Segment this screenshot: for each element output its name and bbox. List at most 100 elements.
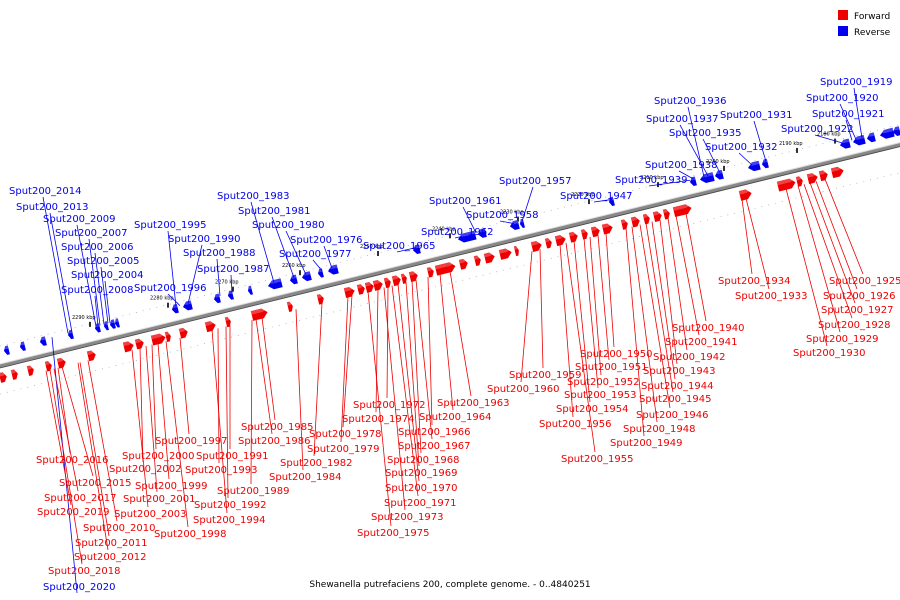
gene-label[interactable]: Sput200_1979 <box>307 444 380 455</box>
gene-label[interactable]: Sput200_1963 <box>437 398 510 409</box>
forward-gene-feature[interactable] <box>818 170 829 182</box>
gene-label[interactable]: Sput200_1992 <box>194 500 267 511</box>
forward-gene-feature[interactable] <box>56 357 67 369</box>
gene-label[interactable]: Sput200_1961 <box>429 196 502 207</box>
gene-label[interactable]: Sput200_2012 <box>74 552 147 563</box>
gene-label[interactable]: Sput200_1991 <box>196 451 269 462</box>
reverse-gene-feature[interactable] <box>267 278 283 290</box>
reverse-gene-feature[interactable] <box>171 303 179 314</box>
reverse-gene-feature[interactable] <box>866 132 876 143</box>
gene-label[interactable]: Sput200_1960 <box>487 384 560 395</box>
forward-gene-feature[interactable] <box>383 277 392 289</box>
forward-gene-feature[interactable] <box>86 350 97 362</box>
gene-label[interactable]: Sput200_1932 <box>705 142 778 153</box>
gene-label[interactable]: Sput200_1943 <box>643 366 716 377</box>
gene-label[interactable]: Sput200_1933 <box>735 291 808 302</box>
forward-gene-feature[interactable] <box>250 307 269 321</box>
reverse-gene-feature[interactable] <box>327 264 339 276</box>
gene-label[interactable]: Sput200_1940 <box>672 323 745 334</box>
forward-gene-feature[interactable] <box>672 203 693 218</box>
forward-gene-feature[interactable] <box>316 293 325 305</box>
forward-gene-feature[interactable] <box>630 216 641 228</box>
forward-gene-feature[interactable] <box>150 332 167 346</box>
reverse-gene-feature[interactable] <box>747 160 761 173</box>
forward-gene-feature[interactable] <box>44 360 53 372</box>
forward-gene-feature[interactable] <box>590 226 601 238</box>
forward-gene-feature[interactable] <box>738 188 753 201</box>
gene-label[interactable]: Sput200_2007 <box>55 228 128 239</box>
gene-label[interactable]: Sput200_1969 <box>385 468 458 479</box>
gene-label[interactable]: Sput200_1989 <box>217 486 290 497</box>
forward-gene-feature[interactable] <box>400 273 408 284</box>
reverse-gene-feature[interactable] <box>114 318 120 328</box>
gene-label[interactable]: Sput200_1942 <box>653 352 726 363</box>
gene-label[interactable]: Sput200_1988 <box>183 248 256 259</box>
gene-label[interactable]: Sput200_1926 <box>823 291 896 302</box>
gene-label[interactable]: Sput200_1996 <box>134 283 207 294</box>
gene-label[interactable]: Sput200_1978 <box>309 429 382 440</box>
gene-label[interactable]: Sput200_1994 <box>193 515 266 526</box>
gene-label[interactable]: Sput200_1966 <box>398 427 471 438</box>
forward-gene-feature[interactable] <box>498 247 513 260</box>
gene-label[interactable]: Sput200_1976 <box>290 235 363 246</box>
gene-label[interactable]: Sput200_2001 <box>123 494 196 505</box>
gene-label[interactable]: Sput200_1946 <box>636 410 709 421</box>
reverse-gene-feature[interactable] <box>3 345 10 355</box>
gene-label[interactable]: Sput200_1950 <box>580 349 653 360</box>
gene-label[interactable]: Sput200_2006 <box>61 242 134 253</box>
gene-label[interactable]: Sput200_1962 <box>421 227 494 238</box>
gene-label[interactable]: Sput200_1982 <box>280 458 353 469</box>
gene-label[interactable]: Sput200_1967 <box>398 441 471 452</box>
gene-label[interactable]: Sput200_1981 <box>238 206 311 217</box>
gene-label[interactable]: Sput200_1953 <box>564 390 637 401</box>
gene-label[interactable]: Sput200_1970 <box>385 483 458 494</box>
gene-label[interactable]: Sput200_1985 <box>241 422 314 433</box>
forward-gene-feature[interactable] <box>530 240 543 252</box>
forward-gene-feature[interactable] <box>204 320 217 333</box>
reverse-gene-feature[interactable] <box>477 228 487 239</box>
forward-gene-feature[interactable] <box>434 261 457 276</box>
forward-gene-feature[interactable] <box>473 255 482 267</box>
forward-gene-feature[interactable] <box>134 338 145 350</box>
forward-gene-feature[interactable] <box>830 166 845 179</box>
gene-label[interactable]: Sput200_2002 <box>109 464 182 475</box>
reverse-gene-feature[interactable] <box>412 244 421 255</box>
gene-label[interactable]: Sput200_1984 <box>269 472 342 483</box>
forward-gene-feature[interactable] <box>26 365 35 376</box>
gene-label[interactable]: Sput200_1935 <box>669 128 742 139</box>
gene-label[interactable]: Sput200_1973 <box>371 512 444 523</box>
gene-label[interactable]: Sput200_1986 <box>238 436 311 447</box>
forward-gene-feature[interactable] <box>601 222 614 235</box>
gene-label[interactable]: Sput200_1927 <box>821 305 894 316</box>
reverse-gene-feature[interactable] <box>457 230 477 244</box>
reverse-gene-feature[interactable] <box>301 271 312 282</box>
gene-label[interactable]: Sput200_1990 <box>168 234 241 245</box>
gene-label[interactable]: Sput200_2004 <box>71 270 144 281</box>
gene-label[interactable]: Sput200_2018 <box>48 566 121 577</box>
reverse-gene-feature[interactable] <box>19 341 26 352</box>
forward-gene-feature[interactable] <box>513 245 520 257</box>
gene-label[interactable]: Sput200_1919 <box>820 77 893 88</box>
gene-label[interactable]: Sput200_1965 <box>363 241 436 252</box>
forward-gene-feature[interactable] <box>544 237 553 249</box>
forward-gene-feature[interactable] <box>620 219 629 230</box>
reverse-gene-feature[interactable] <box>317 268 324 278</box>
forward-gene-feature[interactable] <box>662 208 671 220</box>
gene-label[interactable]: Sput200_1987 <box>197 264 270 275</box>
gene-label[interactable]: Sput200_1945 <box>639 394 712 405</box>
gene-label[interactable]: Sput200_2008 <box>61 285 134 296</box>
reverse-gene-feature[interactable] <box>39 336 47 346</box>
forward-gene-feature[interactable] <box>343 286 356 298</box>
gene-label[interactable]: Sput200_2003 <box>114 509 187 520</box>
gene-label[interactable]: Sput200_2019 <box>37 507 110 518</box>
gene-label[interactable]: Sput200_1938 <box>645 160 718 171</box>
reverse-gene-feature[interactable] <box>714 169 724 181</box>
forward-gene-feature[interactable] <box>776 177 797 192</box>
gene-label[interactable]: Sput200_1972 <box>353 400 426 411</box>
forward-gene-feature[interactable] <box>122 340 135 353</box>
forward-gene-feature[interactable] <box>286 301 294 313</box>
gene-label[interactable]: Sput200_1934 <box>718 276 791 287</box>
forward-gene-feature[interactable] <box>652 210 663 222</box>
gene-label[interactable]: Sput200_1951 <box>575 362 648 373</box>
forward-gene-feature[interactable] <box>426 266 435 278</box>
